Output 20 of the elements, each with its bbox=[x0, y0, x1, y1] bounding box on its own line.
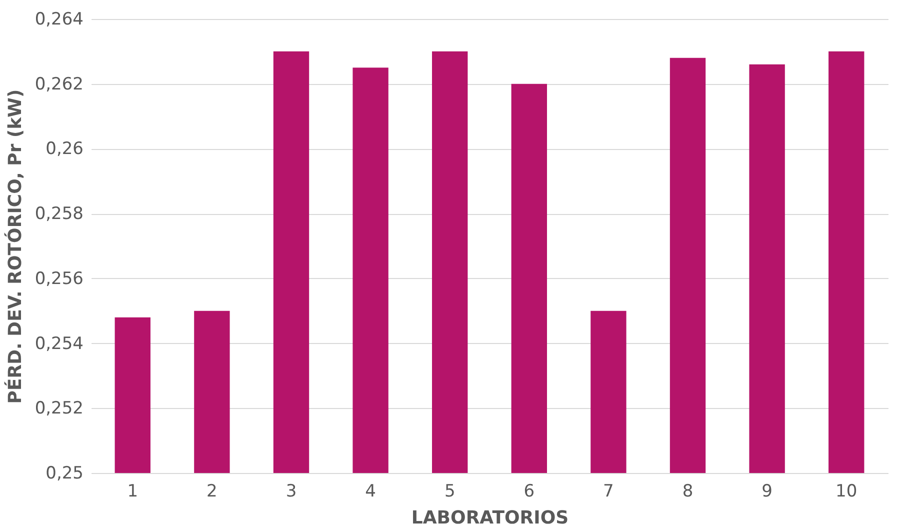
y-tick-label: 0,254 bbox=[34, 334, 84, 354]
y-tick-label: 0,256 bbox=[34, 268, 84, 289]
x-tick-label: 6 bbox=[524, 482, 535, 502]
x-tick-label: 3 bbox=[286, 482, 297, 502]
y-tick-label: 0,26 bbox=[46, 139, 84, 160]
x-tick-label: 2 bbox=[206, 482, 218, 502]
x-tick-label: 10 bbox=[836, 482, 858, 502]
x-tick-label: 1 bbox=[127, 482, 138, 502]
x-tick-label: 9 bbox=[762, 482, 772, 502]
y-tick-label: 0,264 bbox=[34, 10, 84, 30]
x-axis-title: LABORATORIOS bbox=[411, 508, 569, 528]
y-tick-label: 0,262 bbox=[34, 74, 84, 94]
x-tick-label: 4 bbox=[365, 482, 376, 502]
y-tick-label: 0,25 bbox=[46, 464, 84, 484]
y-axis-title: PÉRD. DEV. ROTÓRICO, Pr (kW) bbox=[4, 89, 26, 404]
y-tick-label: 0,258 bbox=[34, 204, 84, 224]
x-tick-label: 5 bbox=[444, 482, 456, 502]
x-tick-label: 7 bbox=[603, 482, 614, 502]
x-tick-label: 8 bbox=[682, 482, 694, 502]
y-tick-label: 0,252 bbox=[34, 398, 84, 419]
